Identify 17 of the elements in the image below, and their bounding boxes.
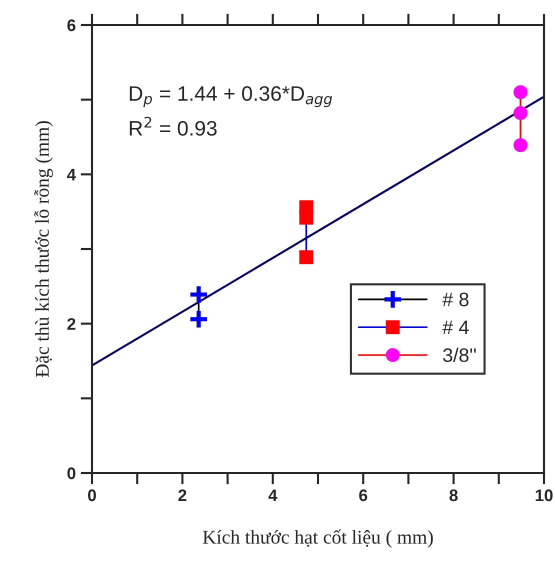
legend-label: # 8 — [442, 292, 469, 306]
x-tick-label: 4 — [268, 490, 278, 502]
annotation: D$_{p}$ = 1.44 + 0.36*D$_{agg}$ — [130, 86, 332, 108]
x-tick-label: 8 — [449, 489, 458, 502]
x-axis-title: Kích thước hạt cốt liệu ( mm) — [202, 530, 433, 548]
x-tick-label: 0 — [88, 489, 96, 502]
x-tick-label: 6 — [359, 489, 368, 502]
legend-label: 3/8'' — [443, 348, 476, 362]
y-tick-label: 0 — [67, 467, 76, 480]
y-axis-title: Đặc thù kích thước lỗ rỗng (mm) — [34, 121, 53, 378]
x-tick-label: 2 — [178, 489, 186, 502]
y-tick-label: 4 — [67, 168, 76, 180]
y-tick-label: 2 — [67, 318, 76, 330]
annotation: R$^{2}$ = 0.93 — [130, 116, 217, 136]
legend-label: # 4 — [442, 320, 469, 334]
y-tick-label: 6 — [67, 19, 76, 32]
x-tick-label: 10 — [536, 489, 553, 502]
